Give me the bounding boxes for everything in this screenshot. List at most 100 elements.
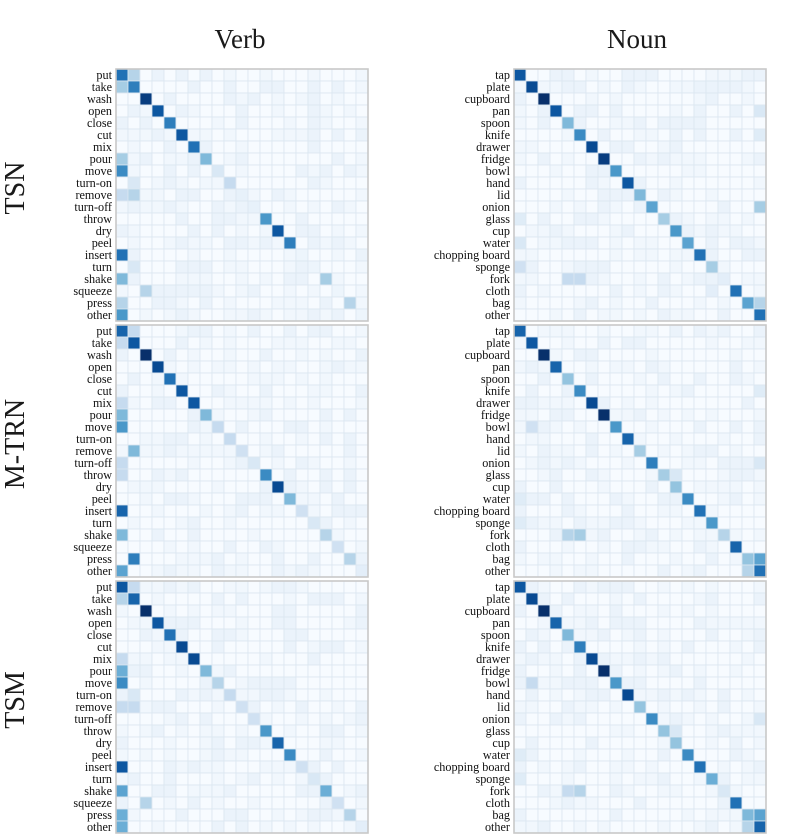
heatmap-cell <box>223 164 237 178</box>
heatmap-cell <box>187 212 201 226</box>
heatmap-cell <box>295 360 309 374</box>
heatmap-cell <box>633 200 647 214</box>
heatmap-cell <box>537 260 551 274</box>
heatmap-cell <box>295 552 309 566</box>
heatmap-cell <box>283 564 297 578</box>
heatmap-cell <box>513 284 527 298</box>
heatmap-cell <box>187 492 201 506</box>
heatmap-cell <box>729 616 743 630</box>
heatmap-cell <box>199 456 213 470</box>
heatmap-cell <box>717 384 731 398</box>
heatmap-cell <box>573 504 587 518</box>
heatmap-cell <box>621 260 635 274</box>
heatmap-cell <box>525 408 539 422</box>
y-tick-label: chopping board <box>434 248 510 262</box>
heatmap-cell <box>151 408 165 422</box>
heatmap-cell <box>669 724 683 738</box>
heatmap-cell <box>537 456 551 470</box>
heatmap-cell <box>513 700 527 714</box>
heatmap-cell <box>223 736 237 750</box>
heatmap-cell <box>525 296 539 310</box>
heatmap-cell <box>705 796 719 810</box>
heatmap-cell <box>283 796 297 810</box>
heatmap-cell <box>355 176 369 190</box>
heatmap-cell <box>525 664 539 678</box>
heatmap-cell <box>717 772 731 786</box>
heatmap-cell <box>681 492 695 506</box>
heatmap-cell <box>187 480 201 494</box>
heatmap-cell <box>283 212 297 226</box>
heatmap-cell <box>175 528 189 542</box>
heatmap-cell <box>669 760 683 774</box>
heatmap-cell <box>693 540 707 554</box>
heatmap-cell <box>175 628 189 642</box>
heatmap-cell <box>741 468 755 482</box>
heatmap-cell <box>199 432 213 446</box>
heatmap-cell <box>163 564 177 578</box>
heatmap-cell <box>331 116 345 130</box>
heatmap-cell <box>513 564 527 578</box>
heatmap-cell <box>343 128 357 142</box>
heatmap-cell <box>705 784 719 798</box>
heatmap-cell <box>597 784 611 798</box>
heatmap-cell <box>151 772 165 786</box>
heatmap-cell <box>247 284 261 298</box>
heatmap-cell <box>163 396 177 410</box>
heatmap-cell <box>223 808 237 822</box>
heatmap-cell <box>597 260 611 274</box>
heatmap-cell <box>295 384 309 398</box>
heatmap-cell <box>633 700 647 714</box>
heatmap-cell <box>259 384 273 398</box>
heatmap-cell <box>271 92 285 106</box>
heatmap-cell <box>283 384 297 398</box>
heatmap-cell <box>319 492 333 506</box>
heatmap-cell <box>175 140 189 154</box>
heatmap-cell <box>525 552 539 566</box>
heatmap-cell <box>283 456 297 470</box>
heatmap-cell <box>211 604 225 618</box>
heatmap-cell <box>669 188 683 202</box>
y-tick-label: bowl <box>486 164 511 178</box>
heatmap-cell <box>537 284 551 298</box>
heatmap-cell <box>115 528 129 542</box>
heatmap-cell <box>753 128 767 142</box>
y-tick-label: cupboard <box>465 348 510 362</box>
heatmap-cell <box>247 140 261 154</box>
heatmap-cell <box>657 432 671 446</box>
heatmap-cell <box>127 552 141 566</box>
y-tick-label: take <box>92 80 112 94</box>
heatmap-cell <box>549 456 563 470</box>
heatmap-cell <box>355 628 369 642</box>
heatmap-cell <box>211 688 225 702</box>
heatmap-cell <box>211 164 225 178</box>
heatmap-cell <box>199 92 213 106</box>
heatmap-cell <box>693 176 707 190</box>
heatmap-cell <box>223 348 237 362</box>
heatmap-cell <box>741 540 755 554</box>
heatmap-cell <box>573 616 587 630</box>
heatmap-cell <box>573 68 587 82</box>
heatmap-cell <box>657 420 671 434</box>
heatmap-cell <box>657 348 671 362</box>
heatmap-cell <box>139 176 153 190</box>
heatmap-cell <box>693 80 707 94</box>
heatmap-cell <box>753 748 767 762</box>
heatmap-cell <box>729 420 743 434</box>
heatmap-cell <box>621 504 635 518</box>
heatmap-cell <box>717 360 731 374</box>
heatmap-cell <box>115 456 129 470</box>
heatmap-cell <box>187 336 201 350</box>
y-tick-label: other <box>485 564 510 578</box>
heatmap-cell <box>187 372 201 386</box>
heatmap-cell <box>573 324 587 338</box>
y-tick-label: cup <box>492 480 510 494</box>
heatmap-cell <box>657 140 671 154</box>
heatmap-frame <box>115 68 369 322</box>
heatmap-cell <box>271 236 285 250</box>
heatmap-cell <box>187 664 201 678</box>
heatmap-cell <box>741 68 755 82</box>
heatmap-cell <box>753 564 767 578</box>
heatmap-cell <box>199 528 213 542</box>
heatmap-cell <box>561 116 575 130</box>
heatmap-cell <box>657 820 671 834</box>
